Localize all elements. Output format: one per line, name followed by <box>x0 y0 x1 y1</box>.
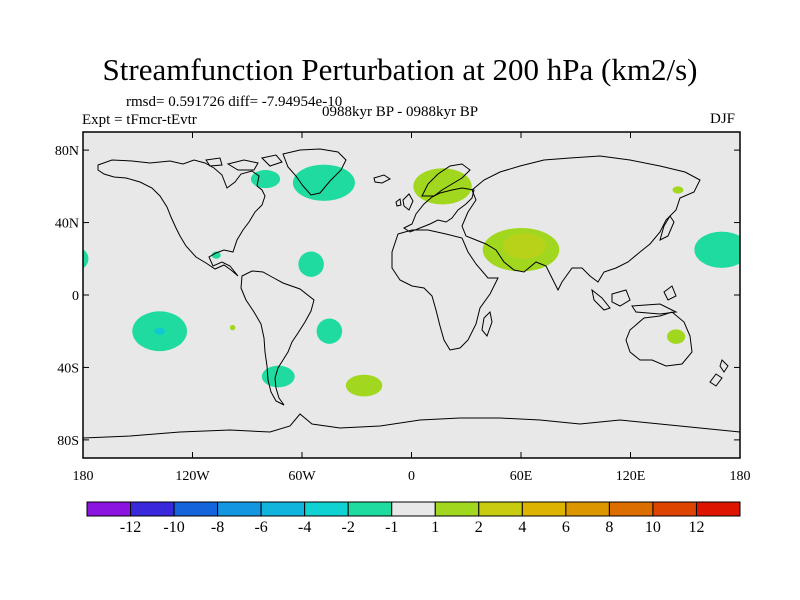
lat-tick-label: 0 <box>72 289 79 304</box>
colorbar-swatch <box>130 501 175 517</box>
scandinavia-coast <box>421 163 471 197</box>
lat-tick-label: 80N <box>55 144 79 159</box>
colorbar-swatch <box>695 501 741 517</box>
north-pacific-low-anomaly <box>694 231 740 268</box>
africa-coast <box>391 229 499 351</box>
arabia-high-core-anomaly <box>502 233 547 259</box>
madagascar-coast <box>481 310 493 337</box>
lon-tick-label: 180 <box>73 469 94 484</box>
colorbar-swatch <box>478 501 523 517</box>
colorbar-label: -4 <box>298 519 311 536</box>
colorbar-label: 2 <box>475 519 483 536</box>
colorbar-label: -6 <box>254 519 267 536</box>
season-label: DJF <box>710 111 736 127</box>
north-america-coast <box>97 159 266 277</box>
colorbar-label: 12 <box>688 519 704 536</box>
colorbar-swatch <box>652 501 697 517</box>
anomaly-layer <box>83 164 740 397</box>
lon-tick-label: 60W <box>288 469 316 484</box>
colorbar-swatch <box>86 501 132 517</box>
colorbar-swatch <box>521 501 567 517</box>
lon-tick-label: 180 <box>730 469 751 484</box>
greenland-coast <box>282 148 347 196</box>
experiment-label: Expt = tFmcr-tEvtr <box>82 112 197 128</box>
colorbar-label: -1 <box>385 519 398 536</box>
colorbar-swatch <box>391 501 436 517</box>
colorbar-swatch <box>565 501 610 517</box>
scandinavia-high-anomaly <box>413 168 472 205</box>
asia-coast <box>461 155 701 292</box>
colorbar-swatch <box>217 501 262 517</box>
iceland-coast <box>373 174 391 184</box>
south-america-coast <box>240 270 315 406</box>
colorbar-swatch <box>304 501 349 517</box>
colorbar-label: -12 <box>120 519 141 536</box>
east-pacific-low-anomaly <box>83 249 89 269</box>
lon-tick-label: 0 <box>408 469 415 484</box>
south-pacific-core-anomaly <box>154 327 166 335</box>
axis-ticks: 80N 40N 0 40S 80S 180 120W 60W 0 60E 120E 180 <box>55 132 751 484</box>
lon-tick-label: 120W <box>175 469 210 484</box>
australia-high-anomaly <box>667 329 686 344</box>
antarctica-coast <box>83 413 740 439</box>
colorbar-label: 10 <box>645 519 661 536</box>
patagonia-low-anomaly <box>261 365 295 388</box>
subtropical-atlantic-low-anomaly <box>298 251 324 277</box>
lon-tick-label: 60E <box>510 469 533 484</box>
south-atlantic-low-anomaly <box>316 318 343 344</box>
british-isles-coast <box>395 193 414 211</box>
south-atlantic-high-anomaly <box>345 374 383 397</box>
colorbar-label: 8 <box>605 519 613 536</box>
japan-coast <box>659 215 675 241</box>
hudson-low-anomaly <box>250 170 281 189</box>
australia-coast <box>625 311 693 367</box>
siberia-spot-anomaly <box>672 186 684 194</box>
colorbar: -12 -10 -8 -6 -4 -2 -1 1 2 4 6 8 10 12 <box>86 501 741 536</box>
colorbar-label: 1 <box>431 519 439 536</box>
colorbar-swatch <box>260 501 306 517</box>
colorbar-swatch <box>173 501 219 517</box>
coastlines <box>83 148 740 439</box>
colorbar-swatch <box>347 501 393 517</box>
lat-tick-label: 40N <box>55 217 79 232</box>
map-background <box>83 132 740 458</box>
colorbar-label: -2 <box>342 519 355 536</box>
north-atlantic-low-anomaly <box>292 164 355 201</box>
lon-tick-label: 120E <box>616 469 646 484</box>
period-label: 0988kyr BP - 0988kyr BP <box>322 104 479 120</box>
new-zealand-coast <box>709 359 729 387</box>
colorbar-label: -10 <box>163 519 184 536</box>
caribbean-spot-anomaly <box>211 251 221 259</box>
south-pacific-spot-anomaly <box>229 324 236 331</box>
colorbar-swatch <box>608 501 654 517</box>
colorbar-label: -8 <box>211 519 224 536</box>
colorbar-label: 4 <box>518 519 526 536</box>
europe-coast <box>403 187 475 233</box>
colorbar-label: 6 <box>562 519 570 536</box>
maritime-continent-coast <box>591 285 678 315</box>
colorbar-swatch <box>434 501 480 517</box>
lat-tick-label: 80S <box>57 434 79 449</box>
arctic-islands-coast <box>205 154 283 171</box>
lat-tick-label: 40S <box>57 361 79 376</box>
stats-line: rmsd= 0.591726 diff= -7.94954e-10 <box>126 94 343 110</box>
plot-title: Streamfunction Perturbation at 200 hPa (… <box>102 52 698 87</box>
